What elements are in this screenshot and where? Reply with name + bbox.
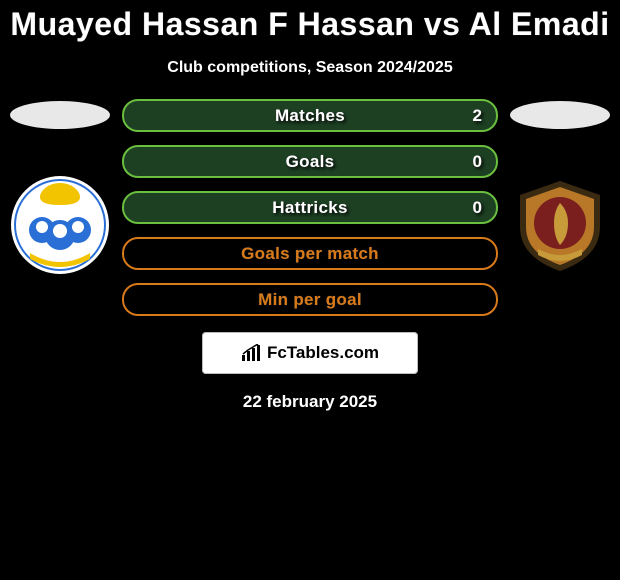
- page-title: Muayed Hassan F Hassan vs Al Emadi: [0, 0, 620, 43]
- stat-goals: Goals 0: [122, 145, 498, 178]
- right-team-crest: [510, 175, 610, 275]
- left-team-column: [0, 99, 120, 275]
- right-team-column: [500, 99, 620, 275]
- page-subtitle: Club competitions, Season 2024/2025: [0, 59, 620, 77]
- stat-label: Min per goal: [258, 290, 362, 310]
- stat-value: 0: [473, 152, 482, 172]
- stat-goals-per-match: Goals per match: [122, 237, 498, 270]
- brand-text: FcTables.com: [241, 343, 379, 363]
- stat-label: Goals per match: [241, 244, 379, 264]
- stat-min-per-goal: Min per goal: [122, 283, 498, 316]
- left-team-crest: [10, 175, 110, 275]
- right-country-ellipse: [510, 101, 610, 129]
- crest-left-icon: [10, 175, 110, 275]
- brand-badge: FcTables.com: [202, 332, 418, 374]
- stat-label: Hattricks: [272, 198, 347, 218]
- stat-value: 2: [473, 106, 482, 126]
- stat-label: Matches: [275, 106, 345, 126]
- date-text: 22 february 2025: [0, 392, 620, 412]
- stat-label: Goals: [286, 152, 335, 172]
- brand-label: FcTables.com: [267, 343, 379, 363]
- stat-value: 0: [473, 198, 482, 218]
- crest-right-icon: [510, 175, 610, 275]
- chart-icon: [241, 344, 263, 362]
- stat-matches: Matches 2: [122, 99, 498, 132]
- stat-hattricks: Hattricks 0: [122, 191, 498, 224]
- comparison-row: Matches 2 Goals 0 Hattricks 0 Goals per …: [0, 99, 620, 316]
- left-country-ellipse: [10, 101, 110, 129]
- stats-column: Matches 2 Goals 0 Hattricks 0 Goals per …: [120, 99, 500, 316]
